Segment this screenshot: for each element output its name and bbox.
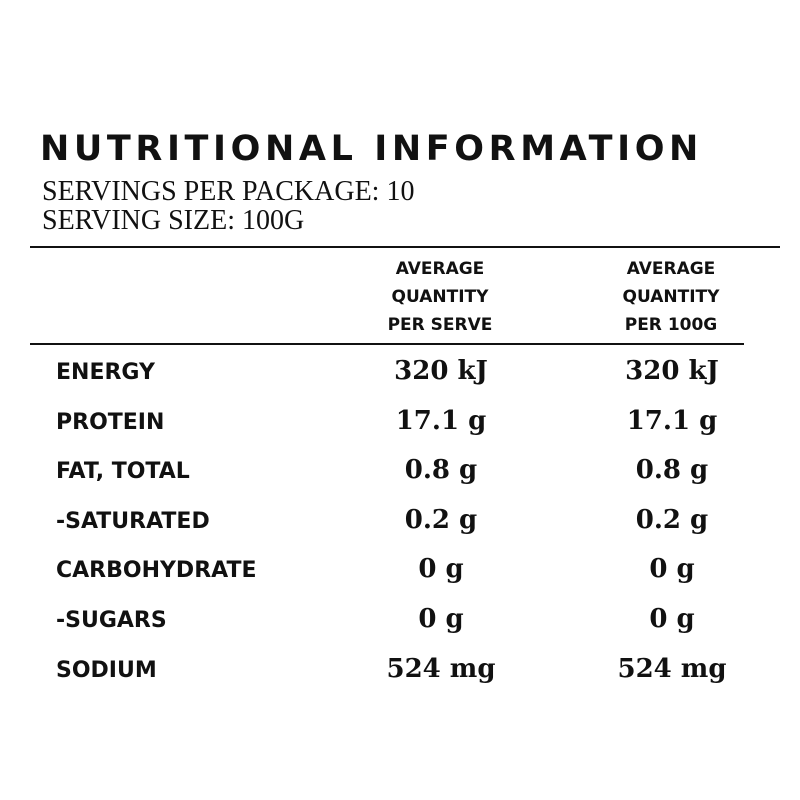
value-per-serve: 0.2 g: [404, 504, 478, 535]
column-header-line: PER 100G: [624, 315, 718, 335]
column-header-line: AVERAGE: [395, 259, 485, 279]
nutrient-name: PROTEIN: [56, 409, 165, 435]
table-row: SODIUM 524 mg 524 mg: [0, 646, 800, 696]
value-per-100g: 320 kJ: [625, 356, 719, 386]
nutrient-table: ENERGY 320 kJ 320 kJ PROTEIN 17.1 g 17.1…: [0, 348, 800, 695]
table-row: CARBOHYDRATE 0 g 0 g: [0, 546, 800, 596]
nutrient-name: -SATURATED: [56, 508, 210, 534]
top-divider: [30, 246, 780, 248]
table-row: PROTEIN 17.1 g 17.1 g: [0, 398, 800, 448]
value-per-100g: 524 mg: [617, 653, 727, 684]
column-header-line: AVERAGE: [626, 259, 716, 279]
value-per-serve: 0 g: [418, 554, 464, 585]
nutrient-name: CARBOHYDRATE: [56, 558, 257, 584]
table-row: ENERGY 320 kJ 320 kJ: [0, 348, 800, 398]
value-per-100g: 0 g: [649, 603, 695, 634]
value-per-100g: 0 g: [649, 554, 695, 585]
nutrient-name: FAT, TOTAL: [56, 459, 190, 485]
nutrient-name: ENERGY: [56, 360, 155, 385]
value-per-serve: 0.8 g: [404, 455, 478, 486]
column-header-per-100g: AVERAGE QUANTITY PER 100G: [593, 255, 749, 339]
nutrition-title: NUTRITIONAL INFORMATION: [40, 129, 703, 169]
column-header-per-serve: AVERAGE QUANTITY PER SERVE: [362, 255, 518, 339]
value-per-serve: 320 kJ: [394, 356, 488, 386]
column-header-line: QUANTITY: [391, 287, 489, 307]
servings-per-package: SERVINGS PER PACKAGE: 10: [42, 176, 415, 207]
table-row: -SATURATED 0.2 g 0.2 g: [0, 497, 800, 547]
column-header-line: QUANTITY: [622, 287, 720, 307]
value-per-100g: 17.1 g: [626, 405, 718, 436]
serving-size: SERVING SIZE: 100G: [42, 205, 305, 236]
value-per-serve: 0 g: [418, 603, 464, 634]
table-row: -SUGARS 0 g 0 g: [0, 596, 800, 646]
nutrient-name: SODIUM: [56, 657, 157, 683]
value-per-100g: 0.8 g: [635, 455, 709, 486]
value-per-100g: 0.2 g: [635, 504, 709, 535]
column-header-line: PER SERVE: [387, 315, 493, 335]
table-row: FAT, TOTAL 0.8 g 0.8 g: [0, 447, 800, 497]
nutrient-name: -SUGARS: [56, 607, 167, 633]
value-per-serve: 524 mg: [386, 653, 496, 684]
header-divider: [30, 343, 744, 345]
value-per-serve: 17.1 g: [395, 405, 487, 436]
